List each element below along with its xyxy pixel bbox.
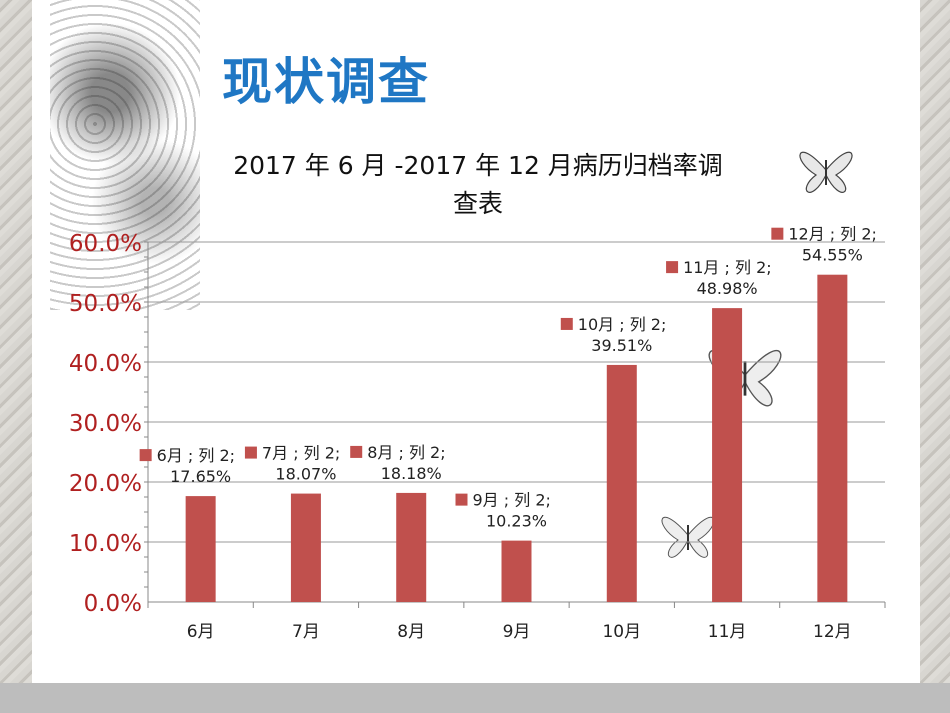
chart-bars	[185, 274, 848, 602]
y-tick-label: 10.0%	[69, 531, 142, 557]
chart-axes: 0.0% 10.0% 20.0% 30.0% 40.0% 50.0% 60.0% 6月 7月 8月…	[69, 231, 886, 642]
bar	[712, 308, 743, 602]
data-label-marker	[350, 445, 363, 458]
bar	[606, 364, 637, 602]
data-label-text: 8月 ; 列 2;	[367, 443, 445, 462]
data-label-value: 18.18%	[381, 464, 442, 483]
y-tick-label: 60.0%	[69, 231, 142, 257]
data-label-marker	[666, 261, 679, 274]
data-label-value: 10.23%	[486, 512, 547, 531]
page-title: 现状调查	[222, 53, 430, 111]
right-frame-border	[920, 0, 950, 713]
data-label-marker	[455, 493, 468, 506]
x-tick-label: 6月	[187, 622, 215, 642]
x-tick-label: 9月	[503, 622, 531, 642]
data-label-text: 11月 ; 列 2;	[683, 258, 772, 277]
y-tick-label: 50.0%	[69, 291, 142, 317]
decorative-swirl-image	[50, 0, 200, 310]
data-label-value: 17.65%	[170, 467, 231, 486]
data-label-value: 39.51%	[591, 336, 652, 355]
chart-title-line-1: 2017 年 6 月 -2017 年 12 月病历归档率调	[233, 151, 723, 180]
butterfly-icon	[661, 516, 715, 558]
bar	[185, 496, 216, 602]
bottom-bar	[0, 683, 950, 713]
x-tick-label: 12月	[813, 622, 852, 642]
slide: 现状调查	[32, 0, 920, 683]
y-tick-label: 40.0%	[69, 351, 142, 377]
butterfly-icon	[799, 151, 853, 193]
data-label-marker	[244, 446, 257, 459]
data-label-text: 12月 ; 列 2;	[788, 225, 877, 244]
y-tick-label: 20.0%	[69, 471, 142, 497]
data-label-value: 18.07%	[275, 465, 336, 484]
y-tick-label: 30.0%	[69, 411, 142, 437]
chart-data-labels: 6月 ; 列 2; 17.65% 7月 ; 列 2; 18.07% 8月 ; 列 2; 1…	[139, 225, 877, 531]
data-label-text: 10月 ; 列 2;	[578, 315, 667, 334]
data-label-text: 7月 ; 列 2;	[262, 444, 340, 463]
y-tick-label: 0.0%	[84, 591, 142, 617]
data-label-marker	[560, 317, 573, 330]
bar	[817, 274, 848, 602]
x-tick-label: 10月	[602, 622, 641, 642]
data-label-marker	[139, 449, 152, 462]
x-tick-label: 7月	[292, 622, 320, 642]
data-label-marker	[771, 227, 784, 240]
data-label-value: 54.55%	[802, 246, 863, 265]
bar	[290, 493, 321, 602]
bar	[396, 492, 427, 602]
data-label-value: 48.98%	[697, 279, 758, 298]
chart-title-line-2: 查表	[453, 189, 503, 218]
data-label-text: 6月 ; 列 2;	[157, 446, 235, 465]
data-label-text: 9月 ; 列 2;	[473, 491, 551, 510]
x-tick-label: 8月	[397, 622, 425, 642]
x-tick-label: 11月	[708, 622, 747, 642]
bar	[501, 540, 532, 602]
left-frame-border	[0, 0, 32, 713]
